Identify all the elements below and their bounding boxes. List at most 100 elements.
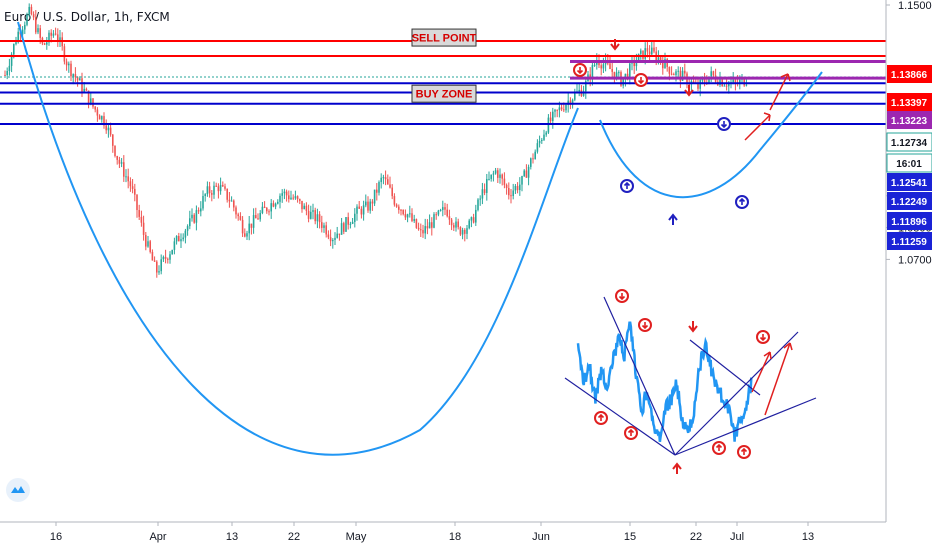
candle-body [252, 215, 255, 228]
candle-body [226, 188, 228, 200]
candle-body [222, 184, 224, 187]
chart-title: Euro / U.S. Dollar, 1h, FXCM [4, 10, 170, 24]
candle-body [162, 256, 165, 260]
candle-body [582, 91, 585, 96]
candle-body [327, 234, 330, 238]
candle-body [516, 186, 519, 191]
candle-body [411, 213, 413, 221]
candle-body [303, 205, 305, 210]
candle-body [68, 63, 70, 66]
candle-body [600, 65, 602, 69]
x-tick-label: 22 [690, 531, 702, 543]
candle-body [259, 213, 261, 220]
candle-body [545, 132, 547, 135]
candle-body [4, 74, 6, 76]
candle-body [257, 218, 259, 220]
candle-body [633, 61, 635, 67]
candle-body [662, 61, 664, 69]
candle-body [140, 216, 143, 223]
candle-body [477, 199, 479, 210]
candle-body [393, 196, 396, 205]
candle-body [228, 199, 231, 202]
candle-body [681, 70, 684, 81]
marker-arrow [715, 443, 723, 451]
candle-body [160, 259, 162, 272]
candle-body [246, 233, 248, 237]
candle-body [494, 170, 497, 174]
candle-body [563, 109, 565, 111]
candle-body [395, 204, 398, 207]
down-arrow-icon [638, 318, 652, 332]
candle-body [664, 59, 666, 69]
candle-body [437, 210, 440, 215]
candle-body [123, 162, 125, 177]
candle-body [514, 186, 517, 191]
candle-body [530, 158, 532, 167]
candle-body [512, 190, 514, 196]
candle-body [340, 223, 343, 235]
candle-body [321, 222, 323, 228]
marker-arrow [618, 293, 626, 301]
candle-body [15, 42, 17, 45]
marker-arrow [597, 413, 605, 421]
candle-body [46, 42, 48, 45]
projection-arrowhead [763, 112, 771, 122]
candle-body [470, 217, 473, 221]
candle-body [173, 241, 176, 250]
candle-body [398, 206, 400, 210]
marker-arrow [738, 197, 746, 205]
down-arrow-icon [634, 73, 648, 87]
candle-body [215, 185, 217, 187]
candle-body [708, 76, 710, 84]
candle-body [338, 233, 341, 235]
candle-body [499, 174, 501, 178]
y-tick-label: 1.15000 [898, 0, 932, 12]
price-tag: 1.13223 [887, 111, 932, 129]
candle-body [745, 84, 748, 86]
candle-body [237, 214, 239, 217]
candle-body [296, 196, 299, 200]
candle-body [35, 17, 37, 33]
candle-body [193, 214, 195, 223]
candle-body [204, 194, 206, 196]
candle-body [505, 184, 508, 189]
curves [17, 21, 823, 456]
candle-body [479, 198, 481, 200]
candle-body [725, 85, 728, 87]
candle-body [50, 32, 52, 36]
candle-body [459, 227, 462, 235]
candle-body [461, 229, 464, 235]
candle-body [206, 186, 209, 195]
inset-pattern [564, 296, 817, 456]
candle-body [659, 57, 662, 62]
candle-body [32, 14, 35, 18]
up-arrow-icon [737, 445, 751, 459]
candle-body [666, 59, 668, 67]
candle-body [101, 116, 103, 120]
price-tag: 16:01 [886, 153, 932, 173]
candle-body [112, 134, 114, 146]
candle-body [679, 70, 682, 81]
up-arrow-icon [620, 179, 634, 193]
time-axis[interactable]: 16 Apr 13 22 May 18 Jun 15 22 Jul 13 [50, 522, 814, 543]
candle-body [657, 57, 660, 61]
price-tag: 1.12249 [887, 192, 932, 210]
candle-body [250, 223, 253, 228]
zone-label-box [411, 84, 477, 103]
candle-body [464, 229, 466, 234]
candle-body [178, 235, 180, 242]
candle-body [109, 127, 112, 135]
inset-trendline [603, 296, 676, 456]
price-tag-label: 1.12249 [891, 197, 928, 208]
projection-arrow [744, 114, 771, 141]
candle-body [197, 210, 200, 212]
zone-label: SELL POINT [411, 28, 477, 47]
candle-body [175, 235, 178, 242]
candle-body [371, 201, 374, 204]
x-tick-label: May [346, 531, 367, 543]
candle-body [6, 70, 8, 76]
marker-arrow [720, 121, 728, 129]
candle-body [39, 28, 41, 38]
candle-body [549, 117, 552, 121]
